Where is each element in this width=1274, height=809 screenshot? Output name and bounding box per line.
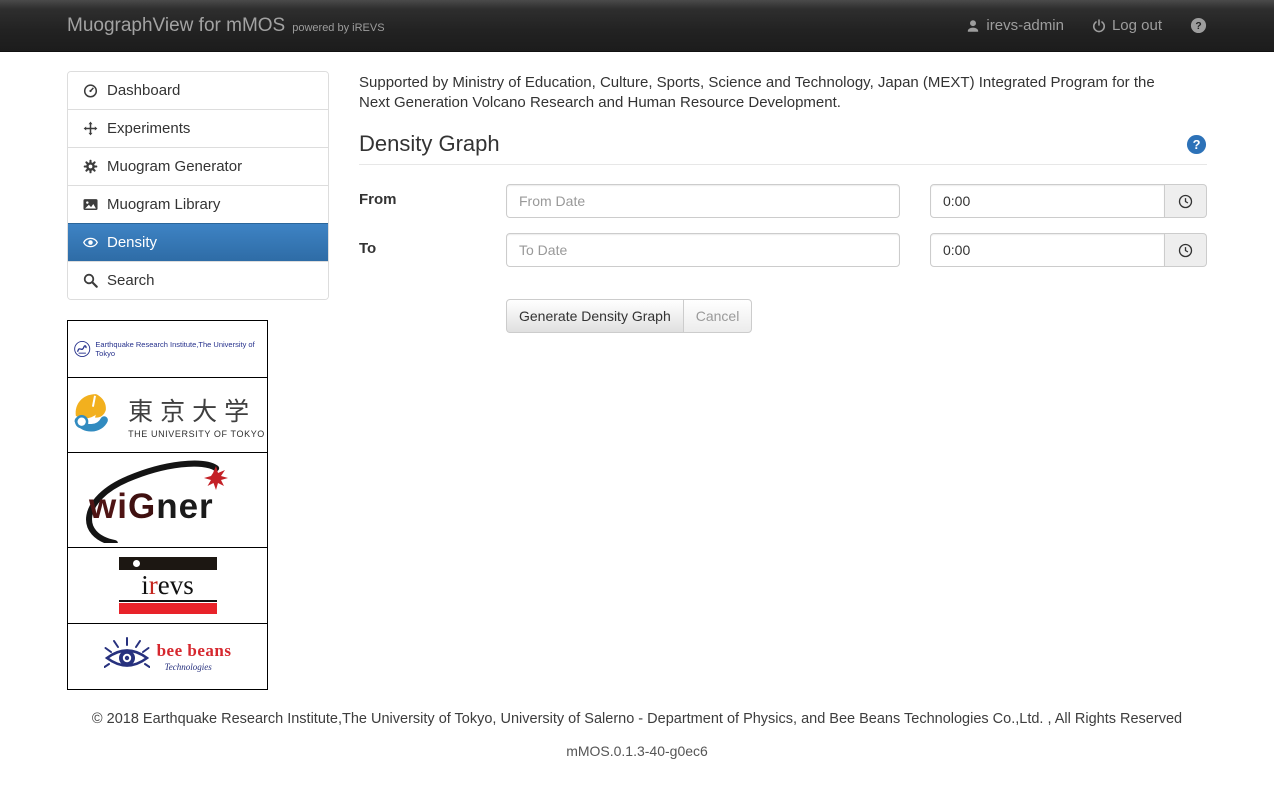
to-date-input[interactable] xyxy=(506,233,900,267)
picture-icon xyxy=(83,199,98,210)
sidebar-item-muogram-library[interactable]: Muogram Library xyxy=(68,185,328,223)
user-icon xyxy=(966,19,980,33)
wigner-swoosh-icon xyxy=(86,460,228,543)
sidebar-item-label: Muogram Generator xyxy=(107,158,243,175)
svg-text:?: ? xyxy=(1195,21,1201,32)
search-icon xyxy=(83,273,98,288)
to-time-group xyxy=(930,233,1207,267)
title-divider xyxy=(359,164,1207,165)
main-content: Supported by Ministry of Education, Cult… xyxy=(344,52,1222,690)
sidebar-item-label: Search xyxy=(107,272,155,289)
irevs-logo-text: irevs xyxy=(118,570,217,602)
sidebar-item-search[interactable]: Search xyxy=(68,261,328,299)
page-footer: © 2018 Earthquake Research Institute,The… xyxy=(52,711,1222,759)
bee-beans-eye-icon xyxy=(103,636,150,668)
app-brand[interactable]: MuographView for mMOS powered by iREVS xyxy=(67,15,385,37)
sidebar-item-dashboard[interactable]: Dashboard xyxy=(68,72,328,109)
bee-beans-text: bee beans xyxy=(156,641,232,660)
app-title: MuographView for mMOS xyxy=(67,14,286,36)
cancel-button[interactable]: Cancel xyxy=(682,299,753,333)
logo-bee-beans: bee beans Technologies xyxy=(67,624,268,690)
sidebar-item-label: Experiments xyxy=(107,120,191,137)
to-label: To xyxy=(359,240,377,257)
from-row: From xyxy=(359,184,1207,218)
copyright-text: © 2018 Earthquake Research Institute,The… xyxy=(91,711,1183,727)
logo-wigner: wiGner xyxy=(67,453,268,548)
irevs-black-bar xyxy=(118,557,217,570)
wigner-logo-text: wiGner xyxy=(89,487,214,526)
clock-icon xyxy=(1178,194,1193,208)
logout-button[interactable]: Log out xyxy=(1092,17,1162,34)
ginkgo-leaf-icon xyxy=(74,394,108,432)
sidebar-item-experiments[interactable]: Experiments xyxy=(68,109,328,147)
sidebar-nav: Dashboard Experiments Muogram Generator … xyxy=(67,71,329,300)
help-circle-icon: ? xyxy=(1186,134,1207,154)
move-crosshair-icon xyxy=(83,121,98,136)
logo-eri: Earthquake Research Institute,The Univer… xyxy=(67,320,268,378)
eye-icon xyxy=(83,237,98,248)
clock-icon xyxy=(1178,243,1193,257)
user-menu[interactable]: irevs-admin xyxy=(966,17,1064,34)
to-row: To xyxy=(359,233,1207,267)
eri-logo-text: Earthquake Research Institute,The Univer… xyxy=(95,340,255,358)
user-name: irevs-admin xyxy=(986,17,1064,34)
from-time-input[interactable] xyxy=(930,184,1165,218)
question-circle-icon: ? xyxy=(1190,17,1207,34)
logo-university-of-tokyo: 東京大学 THE UNIVERSITY OF TOKYO xyxy=(67,378,268,453)
to-time-input[interactable] xyxy=(930,233,1165,267)
irevs-red-bar xyxy=(118,603,217,614)
version-text: mMOS.0.1.3-40-g0ec6 xyxy=(566,743,708,759)
logo-irevs: irevs xyxy=(67,548,268,624)
utokyo-kanji-text: 東京大学 xyxy=(128,396,257,426)
supported-by-text: Supported by Ministry of Education, Cult… xyxy=(359,74,1155,111)
from-label: From xyxy=(359,191,397,208)
sidebar-item-label: Density xyxy=(107,234,158,251)
sidebar-item-muogram-generator[interactable]: Muogram Generator xyxy=(68,147,328,185)
utokyo-sub-text: THE UNIVERSITY OF TOKYO xyxy=(128,428,265,439)
sidebar-item-density[interactable]: Density xyxy=(68,223,328,261)
svg-text:?: ? xyxy=(1193,137,1201,152)
logout-label: Log out xyxy=(1111,17,1162,34)
density-help-button[interactable]: ? xyxy=(1186,134,1207,155)
gear-icon xyxy=(83,159,98,174)
sidebar: Dashboard Experiments Muogram Generator … xyxy=(52,52,344,690)
power-icon xyxy=(1092,18,1106,33)
navbar-help-button[interactable]: ? xyxy=(1190,17,1207,34)
dashboard-gauge-icon xyxy=(83,84,98,98)
from-date-input[interactable] xyxy=(506,184,900,218)
app-subtitle: powered by iREVS xyxy=(292,21,385,34)
eri-emblem-icon xyxy=(74,340,91,358)
to-time-picker-button[interactable] xyxy=(1165,233,1207,267)
generate-density-graph-button[interactable]: Generate Density Graph xyxy=(506,299,684,333)
bee-beans-subtext: Technologies xyxy=(164,662,212,672)
page-title: Density Graph xyxy=(359,131,500,156)
top-navbar: MuographView for mMOS powered by iREVS i… xyxy=(0,0,1274,52)
partner-logos: Earthquake Research Institute,The Univer… xyxy=(67,320,268,690)
sidebar-item-label: Dashboard xyxy=(107,82,181,99)
from-time-group xyxy=(930,184,1207,218)
sidebar-item-label: Muogram Library xyxy=(107,196,221,213)
from-time-picker-button[interactable] xyxy=(1165,184,1207,218)
